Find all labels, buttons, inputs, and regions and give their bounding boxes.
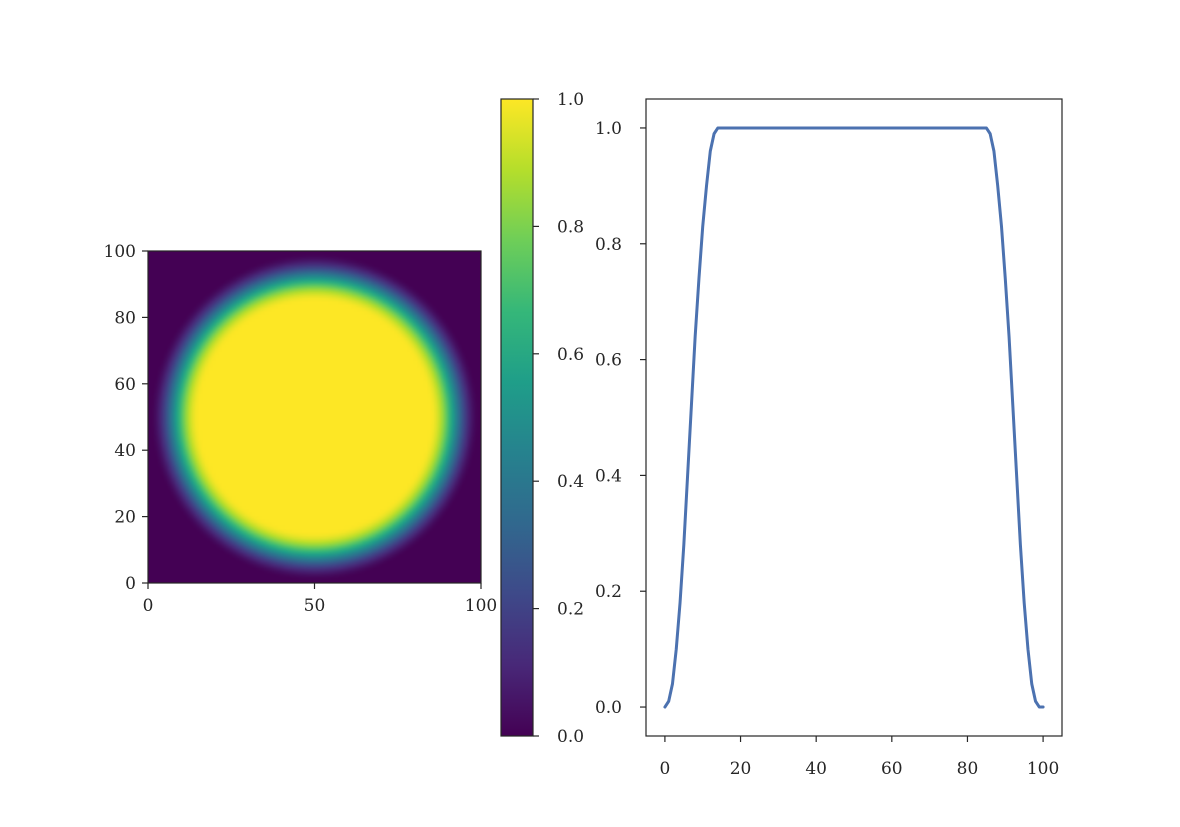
colorbar-tick-label: 0.0 [557,727,584,747]
colorbar-tick-label: 0.6 [557,345,584,365]
line-series-profile [663,126,1045,709]
heatmap-y-tick-label: 20 [114,508,136,528]
heatmap-y-tick-label: 0 [125,574,136,594]
heatmap-y-tick-label: 40 [114,441,136,461]
line-y-tick-label: 0.6 [595,351,622,371]
line-x-tick-label: 0 [659,759,670,779]
colorbar-gradient [501,99,533,736]
colorbar-tick-label: 0.2 [557,600,584,620]
line-x-tick-label: 40 [805,759,827,779]
colorbar-ticks: 0.0 0.2 0.4 0.6 0.8 1.0 [533,90,584,747]
line-x-tick-label: 60 [881,759,903,779]
heatmap-y-tick-label: 60 [114,375,136,395]
line-plot-panel: 0 20 40 60 80 100 0.0 0.2 0.4 0.6 0.8 1.0 [595,98,1063,779]
heatmap-x-tick-label: 0 [143,596,154,616]
heatmap-y-ticks: 0 20 40 60 80 100 [104,242,148,594]
line-y-tick-label: 1.0 [595,119,622,139]
heatmap-y-tick-label: 100 [104,242,136,262]
heatmap-panel: 0 50 100 0 20 40 60 80 100 [104,242,498,616]
heatmap-image-holder [148,251,481,583]
heatmap-x-tick-label: 50 [304,596,326,616]
colorbar-frame [500,98,534,737]
colorbar-tick-label: 0.4 [557,472,584,492]
line-y-tick-label: 0.8 [595,235,622,255]
heatmap-x-tick-label: 100 [465,596,497,616]
line-x-tick-label: 80 [957,759,979,779]
heatmap-y-tick-label: 80 [114,308,136,328]
line-x-ticks: 0 20 40 60 80 100 [659,736,1059,779]
line-y-tick-label: 0.0 [595,698,622,718]
line-y-tick-label: 0.4 [595,466,622,486]
colorbar: 0.0 0.2 0.4 0.6 0.8 1.0 [500,90,584,747]
line-x-tick-label: 100 [1027,759,1059,779]
colorbar-tick-label: 1.0 [557,90,584,110]
line-plot-frame [645,98,1063,737]
heatmap-x-ticks: 0 50 100 [143,583,497,616]
line-x-tick-label: 20 [730,759,752,779]
line-y-ticks: 0.0 0.2 0.4 0.6 0.8 1.0 [595,119,646,718]
line-y-tick-label: 0.2 [595,582,622,602]
colorbar-tick-label: 0.8 [557,217,584,237]
